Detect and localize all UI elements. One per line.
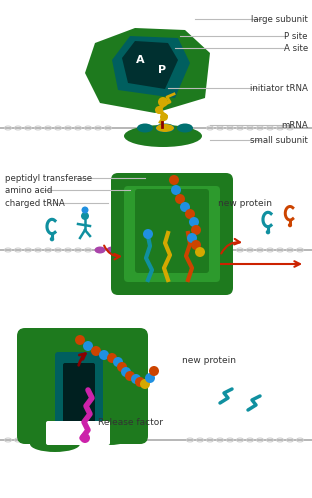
Circle shape [117, 362, 127, 372]
Ellipse shape [163, 246, 181, 254]
Text: Release factor: Release factor [98, 417, 163, 426]
Ellipse shape [121, 437, 133, 444]
Text: P site: P site [285, 31, 308, 40]
Circle shape [189, 217, 199, 227]
Ellipse shape [96, 437, 108, 444]
Polygon shape [122, 41, 178, 89]
FancyArrowPatch shape [79, 354, 85, 366]
Circle shape [160, 113, 168, 121]
Text: new protein: new protein [218, 199, 272, 208]
Circle shape [131, 374, 141, 384]
Circle shape [180, 202, 190, 212]
Circle shape [113, 357, 123, 367]
Ellipse shape [124, 125, 202, 147]
Text: charged tRNA: charged tRNA [5, 199, 65, 208]
Text: initiator tRNA: initiator tRNA [250, 84, 308, 93]
FancyArrowPatch shape [221, 239, 240, 253]
Circle shape [91, 346, 101, 356]
Ellipse shape [110, 437, 120, 444]
Text: P: P [158, 65, 166, 75]
Circle shape [81, 207, 89, 214]
Text: peptidyl transferase: peptidyl transferase [5, 173, 92, 182]
Ellipse shape [30, 436, 80, 452]
Ellipse shape [183, 247, 193, 253]
Circle shape [149, 366, 159, 376]
Circle shape [191, 225, 201, 235]
Ellipse shape [143, 247, 154, 253]
Circle shape [121, 367, 131, 377]
Ellipse shape [60, 437, 71, 444]
Ellipse shape [71, 437, 82, 444]
FancyBboxPatch shape [135, 189, 209, 273]
Ellipse shape [185, 246, 203, 254]
Ellipse shape [90, 431, 130, 445]
Text: A: A [136, 55, 144, 65]
Ellipse shape [177, 124, 193, 132]
Ellipse shape [120, 246, 220, 266]
Text: large subunit: large subunit [251, 14, 308, 23]
FancyBboxPatch shape [111, 173, 233, 295]
Circle shape [50, 237, 54, 242]
Circle shape [169, 175, 179, 185]
Circle shape [145, 373, 155, 383]
Ellipse shape [134, 437, 145, 444]
Text: A site: A site [284, 43, 308, 52]
Ellipse shape [119, 247, 129, 253]
Ellipse shape [106, 247, 118, 253]
Circle shape [143, 229, 153, 239]
Circle shape [158, 97, 168, 107]
Ellipse shape [157, 247, 168, 253]
Circle shape [99, 350, 109, 360]
Ellipse shape [141, 246, 159, 254]
Text: mRNA: mRNA [281, 121, 308, 129]
Circle shape [81, 212, 89, 220]
Circle shape [191, 240, 201, 250]
Circle shape [125, 371, 135, 381]
Polygon shape [112, 36, 190, 98]
Circle shape [288, 223, 292, 227]
Ellipse shape [155, 124, 175, 132]
FancyBboxPatch shape [46, 421, 110, 445]
Circle shape [187, 233, 197, 243]
Circle shape [155, 106, 163, 114]
FancyBboxPatch shape [55, 352, 103, 433]
Circle shape [195, 247, 205, 257]
Circle shape [83, 341, 93, 351]
FancyBboxPatch shape [124, 186, 220, 282]
Ellipse shape [169, 247, 181, 253]
Polygon shape [85, 28, 210, 113]
Circle shape [185, 209, 195, 219]
Ellipse shape [156, 124, 174, 132]
FancyArrowPatch shape [104, 246, 120, 259]
Text: amino acid: amino acid [5, 185, 52, 195]
Ellipse shape [137, 124, 153, 132]
Circle shape [266, 230, 270, 235]
Circle shape [107, 353, 117, 363]
Circle shape [80, 433, 90, 443]
Ellipse shape [95, 247, 105, 253]
Ellipse shape [130, 247, 142, 253]
FancyBboxPatch shape [63, 363, 95, 425]
Circle shape [135, 377, 145, 387]
Text: small subunit: small subunit [250, 135, 308, 144]
Circle shape [140, 379, 150, 389]
Circle shape [75, 335, 85, 345]
Ellipse shape [85, 437, 95, 444]
Circle shape [171, 185, 181, 195]
Circle shape [175, 194, 185, 204]
FancyBboxPatch shape [17, 328, 148, 444]
Text: new protein: new protein [182, 356, 236, 365]
